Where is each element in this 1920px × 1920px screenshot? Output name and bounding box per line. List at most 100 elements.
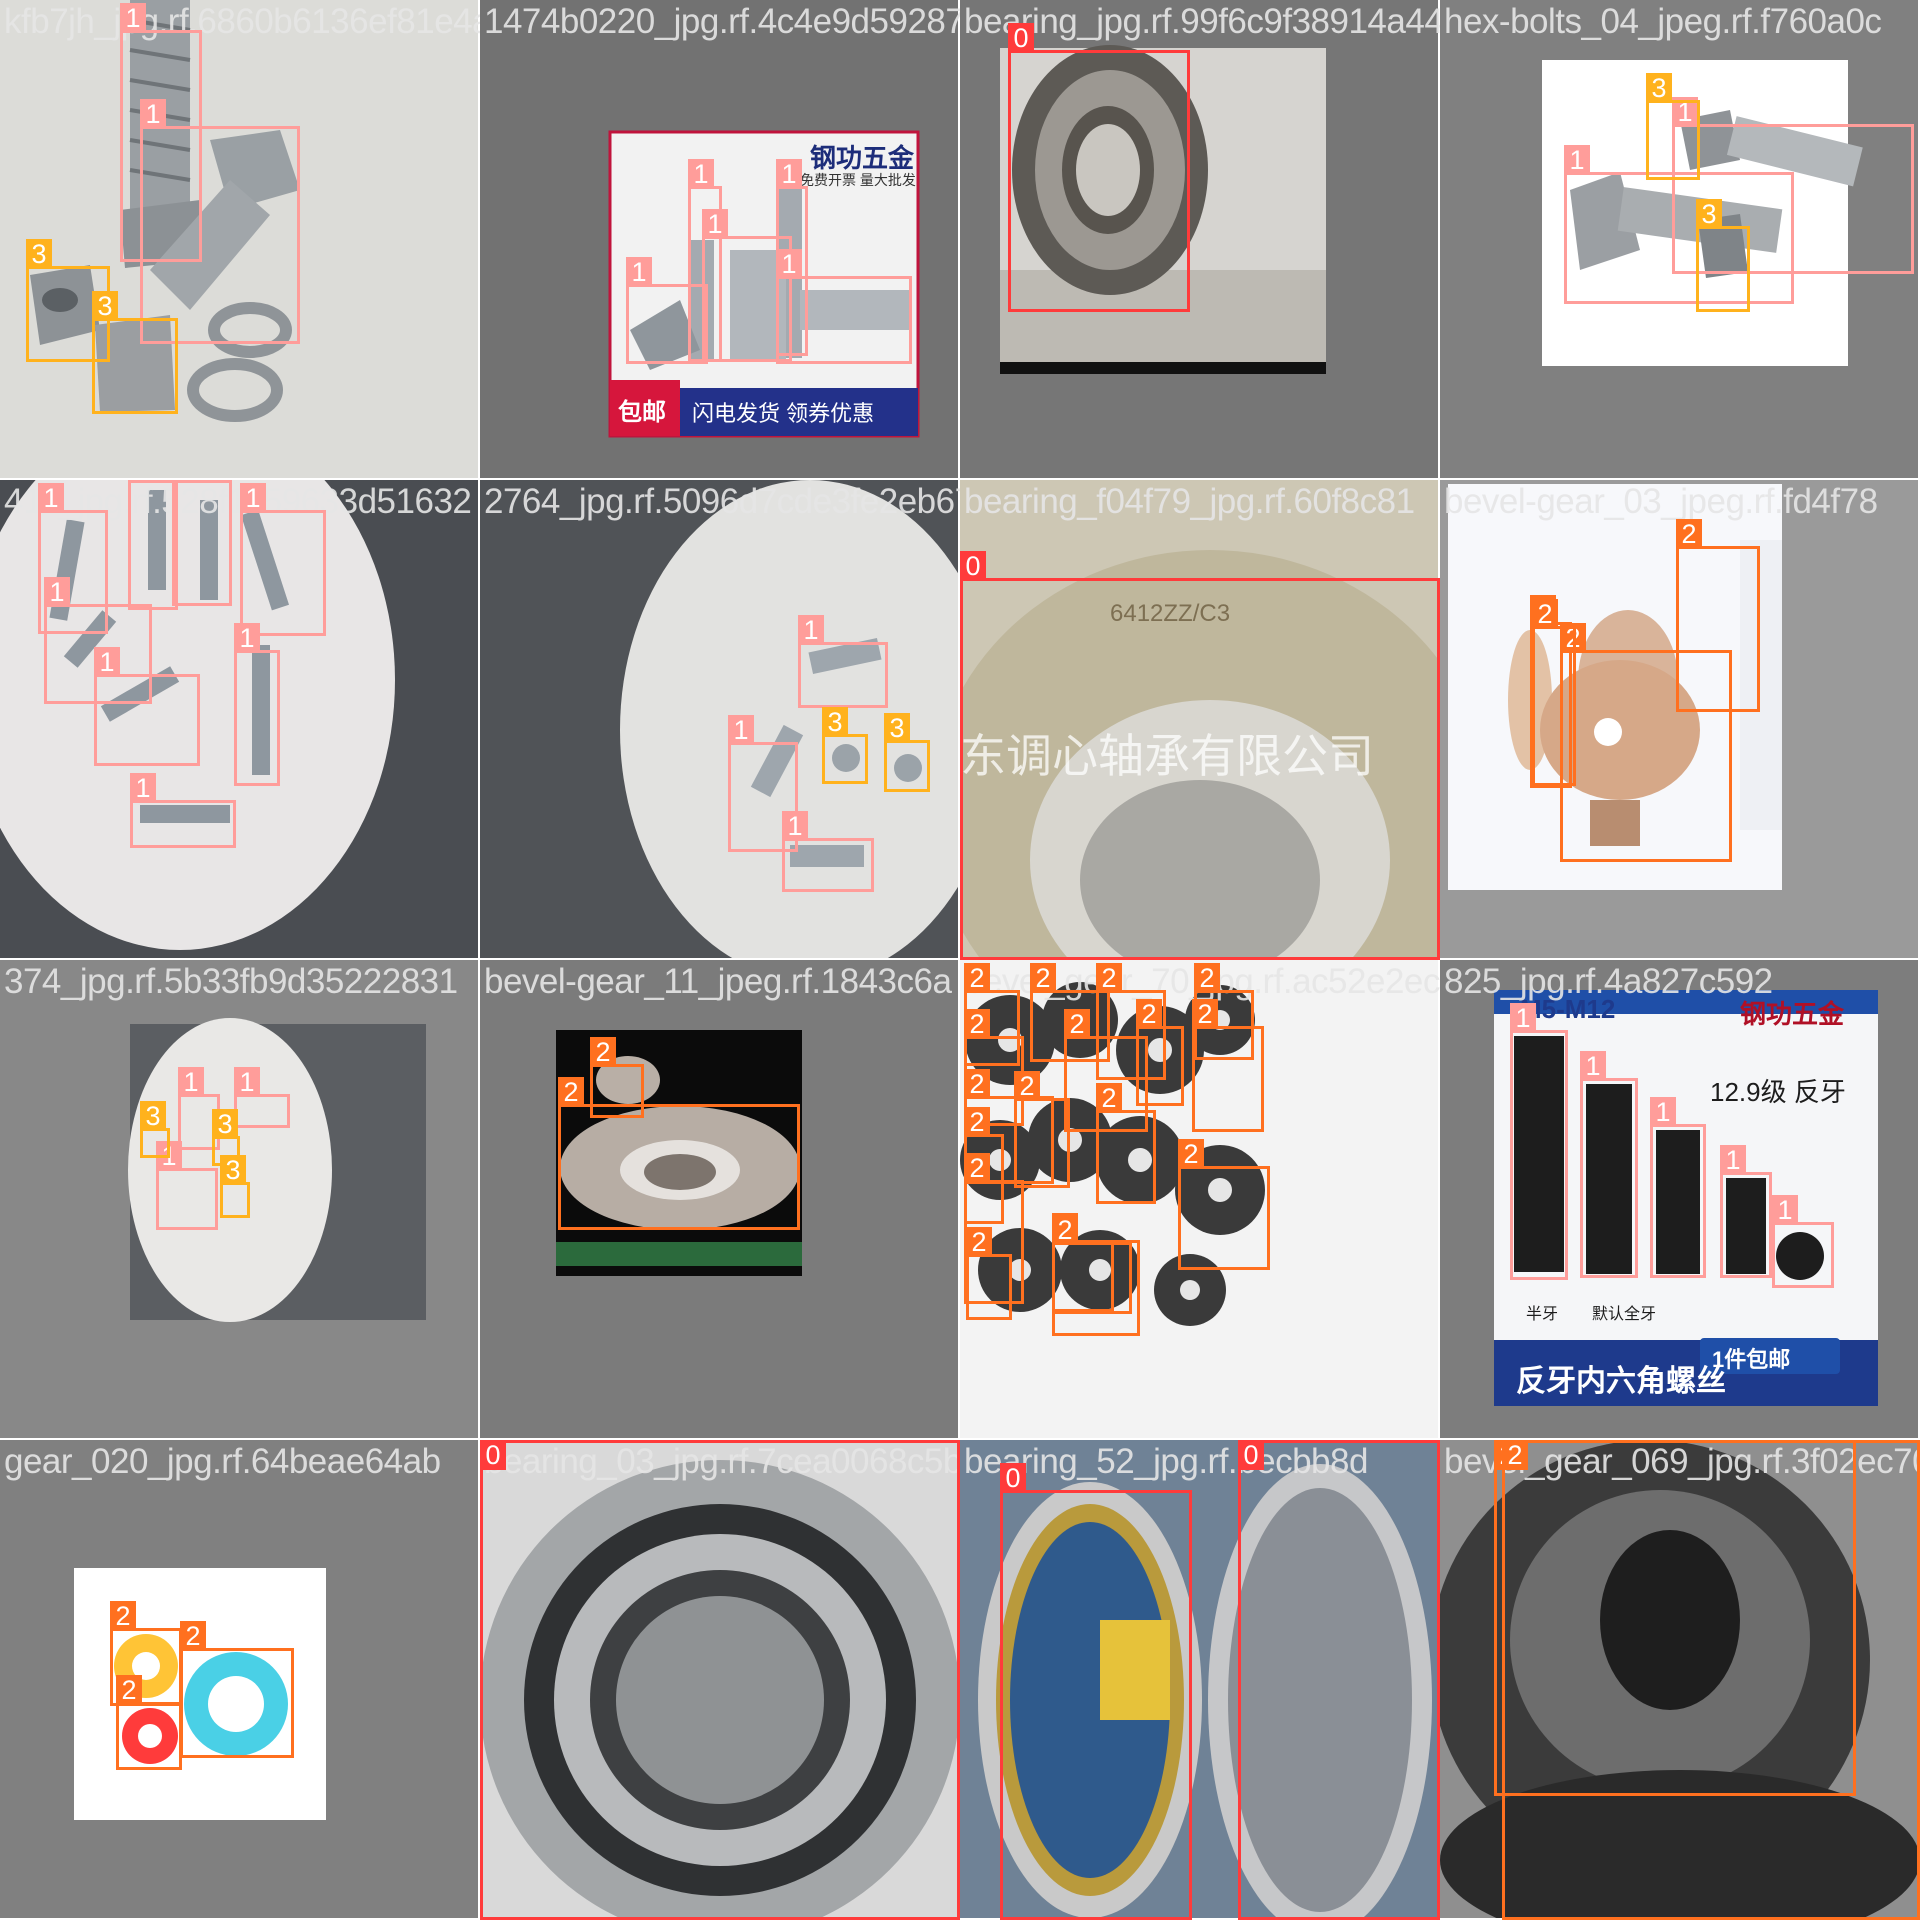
- bbox-bolt: 1: [120, 3, 202, 262]
- class-label: 1: [798, 615, 824, 645]
- bbox-gear: 2: [116, 1675, 182, 1770]
- class-label: 2: [964, 1153, 990, 1183]
- bbox-bolt: 1: [776, 249, 912, 364]
- class-label: 1: [94, 647, 120, 677]
- bbox-nut: 3: [822, 707, 868, 784]
- bbox-bolt: 1: [38, 483, 108, 634]
- bbox-gear: 2: [590, 1037, 644, 1118]
- bbox-bolt: 1: [1564, 145, 1794, 304]
- bbox-bearing: 0: [1008, 23, 1190, 312]
- bbox-nut: 3: [884, 713, 930, 792]
- tile-roller-bearing: bearing_03_jpg.rf.7cea0068c5b 0: [480, 1440, 960, 1920]
- class-label: 1: [128, 480, 154, 483]
- class-label: 3: [1646, 73, 1672, 103]
- class-label: 3: [822, 707, 848, 737]
- bbox-bolt: 1: [626, 257, 708, 364]
- tile-photo: [960, 1440, 1440, 1920]
- bbox-bolt: 1: [130, 773, 236, 848]
- tile-filename: bevel-gear_11_jpeg.rf.1843c6a: [484, 962, 952, 1001]
- bbox-gear: 2: [558, 1077, 800, 1230]
- class-label: 2: [590, 1037, 616, 1067]
- class-label: 1: [1650, 1097, 1676, 1127]
- class-label: 0: [1000, 1463, 1026, 1493]
- class-label: 2: [1064, 1009, 1090, 1039]
- bbox-gear: 2: [110, 1601, 182, 1706]
- class-label: 0: [1238, 1440, 1264, 1470]
- grade-text: 12.9级 反牙: [1710, 1077, 1846, 1107]
- promo-bottom: 闪电发货 领券优惠: [692, 401, 875, 426]
- class-label: 2: [964, 1069, 990, 1099]
- promo-text: 免费开票 量大批发: [800, 172, 916, 188]
- tile-photo: [1000, 45, 1326, 374]
- tile-bolts-nuts: kfb7jh_jpg.rf.6860b6136ef81e4ad6700a6c8d…: [0, 0, 480, 480]
- bbox-gear: 2: [966, 1227, 1012, 1320]
- class-label: 2: [1052, 1215, 1078, 1245]
- tile-filename: bevel-gear_03_jpeg.rf.fd4f78: [1444, 482, 1878, 521]
- class-label: 2: [1096, 1083, 1122, 1113]
- class-label: 2: [1676, 519, 1702, 549]
- class-label: 1: [44, 577, 70, 607]
- product-name: 反牙内六角螺丝: [1516, 1365, 1726, 1398]
- class-label: 1: [1772, 1195, 1798, 1225]
- tile-photo: [960, 480, 1440, 960]
- tile-filename: bearing_03_jpg.rf.7cea0068c5b: [484, 1442, 960, 1481]
- class-label: 2: [558, 1077, 584, 1107]
- class-label: 0: [960, 551, 986, 581]
- tile-bearing: bearing_jpg.rf.99f6c9f38914a44e2b22 0: [960, 0, 1440, 480]
- tile-filename: 374_jpg.rf.5b33fb9d35222831: [4, 962, 458, 1001]
- class-label: 2: [964, 963, 990, 993]
- class-label: 1: [1580, 1051, 1606, 1081]
- bbox-gear: 2: [1052, 1215, 1132, 1314]
- class-label: 0: [1008, 23, 1034, 53]
- class-label: 1: [688, 159, 714, 189]
- bbox-gear: 2: [1096, 963, 1166, 1080]
- class-label: 1: [776, 249, 802, 279]
- class-label: 2: [1030, 963, 1056, 993]
- bbox-nut: 3: [1646, 73, 1700, 180]
- caption-half: 半牙: [1526, 1306, 1559, 1323]
- bbox-gear: 2: [1136, 999, 1184, 1106]
- bbox-bolt: 1: [94, 647, 200, 766]
- bbox-bolt: 1: [1772, 1195, 1834, 1288]
- class-label: 1: [1564, 145, 1590, 175]
- bbox-bolt: 1: [234, 623, 280, 786]
- bbox-gear: 2: [1502, 1440, 1920, 1920]
- bbox-nut: 3: [1696, 199, 1750, 312]
- bbox-bolt: 1: [172, 480, 232, 606]
- bbox-bolt: 1: [688, 159, 722, 362]
- watermark-text: 东调心轴承有限公司: [960, 730, 1374, 782]
- tile-filename: bearing_52_jpg.rf.becbb8d: [964, 1442, 1368, 1481]
- class-label: 0: [480, 1440, 506, 1470]
- badge-text: 1件包邮: [1712, 1347, 1791, 1372]
- tile-filename: 411_jpg.rf.528f1159633d51632: [4, 482, 472, 521]
- class-label: 1: [626, 257, 652, 287]
- class-label: 2: [1532, 599, 1558, 629]
- class-label: 1: [234, 1067, 260, 1097]
- bbox-bolt: 1: [728, 715, 798, 852]
- tile-many-gears: bevel_gear_70_jpg.rf.ac52e2ecd6108 2 2 2…: [960, 960, 1440, 1440]
- class-label: 2: [1136, 999, 1162, 1029]
- tile-photo: [620, 480, 960, 960]
- tile-spiral-gear: bevel-gear_11_jpeg.rf.1843c6a 2 2: [480, 960, 960, 1440]
- bbox-gear: 2: [1096, 1083, 1156, 1204]
- class-label: 2: [964, 1107, 990, 1137]
- brand-text: 钢功五金: [1740, 999, 1845, 1029]
- bbox-bolt: 1: [156, 1141, 218, 1230]
- tile-filename: bearing_f04f79_jpg.rf.60f8c81: [964, 482, 1415, 521]
- class-label: 2: [1014, 1071, 1040, 1101]
- tile-hex-bolts: hex-bolts_04_jpeg.rf.f760a0c 1 1 3 3: [1440, 0, 1920, 480]
- bbox-gear: 2: [1064, 1009, 1148, 1132]
- class-label: 1: [782, 811, 808, 841]
- class-label: 3: [140, 1101, 166, 1131]
- tile-gear-icons: gear_020_jpg.rf.64beae64ab 2 2 2: [0, 1440, 480, 1920]
- tile-photo: [556, 1030, 802, 1276]
- bearing-model: 6412ZZ/C3: [1110, 600, 1231, 627]
- class-label: 3: [26, 239, 52, 269]
- tile-filename: 1474b0220_jpg.rf.4c4e9d592875: [484, 2, 960, 41]
- brand-text: 钢功五金: [810, 143, 915, 173]
- tile-bevel-gear-cad: bevel-gear_03_jpeg.rf.fd4f78 2 2 2 2: [1440, 480, 1920, 960]
- tile-photo: [1494, 990, 1878, 1406]
- bbox-gear: 2: [1014, 1071, 1070, 1188]
- bbox-gear: 2: [180, 1621, 294, 1758]
